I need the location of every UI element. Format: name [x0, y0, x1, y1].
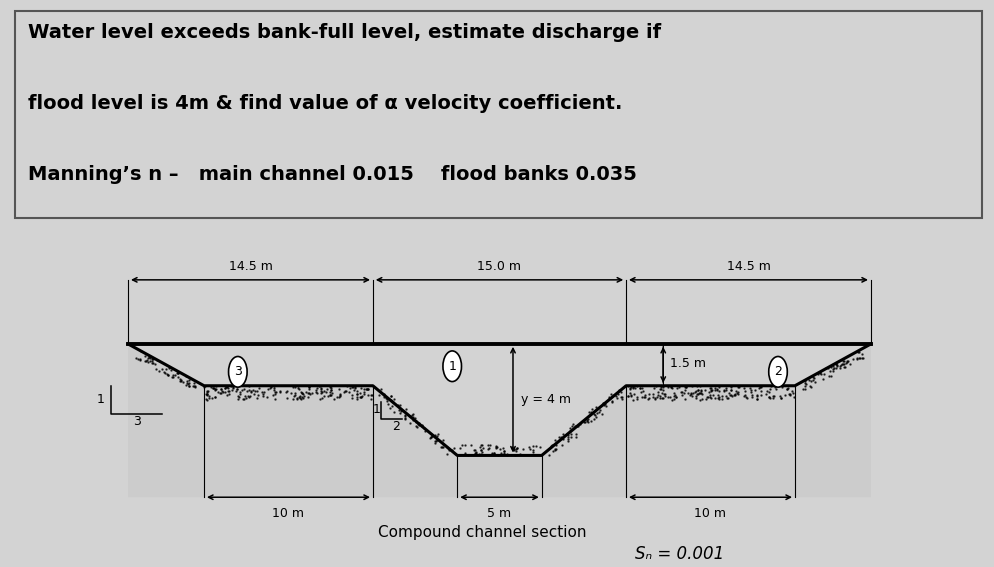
- Text: 1: 1: [448, 359, 456, 373]
- Text: 3: 3: [234, 365, 242, 378]
- Text: Sₙ = 0.001: Sₙ = 0.001: [634, 545, 724, 562]
- Text: flood level is 4m & find value of α velocity coefficient.: flood level is 4m & find value of α velo…: [28, 94, 622, 113]
- Text: Manning’s n –   main channel 0.015    flood banks 0.035: Manning’s n – main channel 0.015 flood b…: [28, 165, 636, 184]
- Text: Compound channel section: Compound channel section: [379, 525, 586, 540]
- Text: 10 m: 10 m: [695, 507, 727, 520]
- Text: Water level exceeds bank-full level, estimate discharge if: Water level exceeds bank-full level, est…: [28, 23, 661, 43]
- Text: 3: 3: [132, 416, 140, 429]
- FancyBboxPatch shape: [15, 11, 982, 218]
- Text: 1.5 m: 1.5 m: [670, 357, 706, 370]
- Text: y = 4 m: y = 4 m: [522, 393, 572, 406]
- Circle shape: [768, 357, 787, 387]
- Text: 1: 1: [373, 403, 381, 416]
- Text: 1: 1: [97, 393, 105, 406]
- Text: 14.5 m: 14.5 m: [727, 260, 770, 273]
- Text: 2: 2: [392, 420, 400, 433]
- Circle shape: [229, 357, 248, 387]
- Text: 2: 2: [774, 365, 782, 378]
- Text: 14.5 m: 14.5 m: [229, 260, 272, 273]
- Text: 5 m: 5 m: [487, 507, 512, 520]
- Polygon shape: [128, 344, 871, 497]
- Text: 10 m: 10 m: [272, 507, 304, 520]
- Circle shape: [443, 351, 461, 382]
- Text: 15.0 m: 15.0 m: [477, 260, 522, 273]
